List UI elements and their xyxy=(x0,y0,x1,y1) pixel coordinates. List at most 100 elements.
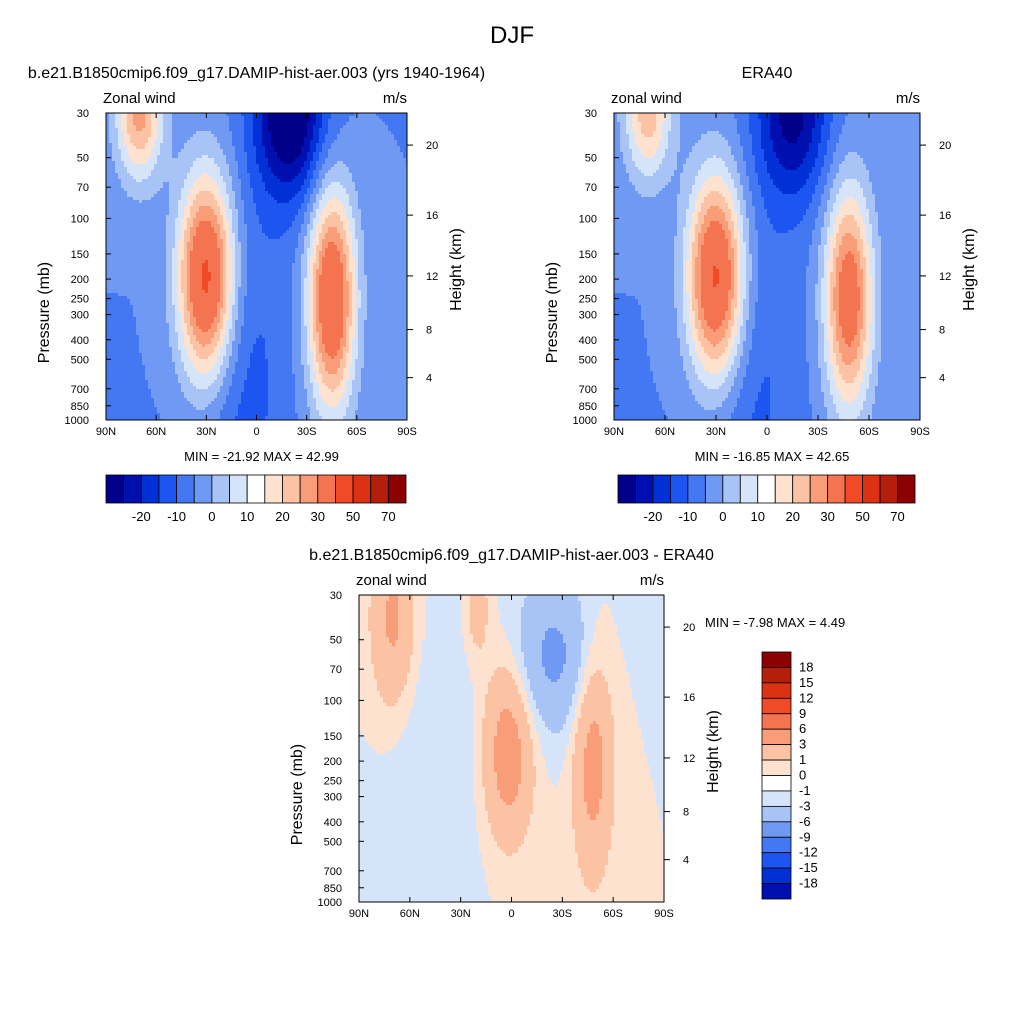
contour-cell xyxy=(115,248,119,252)
contour-cell xyxy=(370,164,374,168)
contour-cell xyxy=(292,134,296,138)
contour-cell xyxy=(121,218,125,222)
contour-cell xyxy=(334,203,338,207)
contour-cell xyxy=(370,206,374,210)
contour-cell xyxy=(334,131,338,135)
contour-cell xyxy=(154,212,158,216)
contour-cell xyxy=(277,167,281,171)
contour-cell xyxy=(172,116,176,120)
contour-cell xyxy=(256,191,260,195)
contour-cell xyxy=(217,161,221,165)
contour-cell xyxy=(232,236,236,240)
contour-cell xyxy=(283,125,287,129)
contour-cell xyxy=(262,251,266,255)
contour-cell xyxy=(358,206,362,210)
contour-cell xyxy=(115,242,119,246)
contour-cell xyxy=(352,206,356,210)
contour-cell xyxy=(340,137,344,141)
contour-cell xyxy=(379,137,383,141)
contour-cell xyxy=(244,173,248,177)
contour-cell xyxy=(130,137,134,141)
contour-cell xyxy=(361,185,365,189)
contour-cell xyxy=(379,182,383,186)
contour-cell xyxy=(304,149,308,153)
contour-cell xyxy=(199,131,203,135)
contour-cell xyxy=(121,260,125,264)
contour-cell xyxy=(289,218,293,222)
contour-cell xyxy=(154,206,158,210)
contour-cell xyxy=(280,140,284,144)
contour-cell xyxy=(178,176,182,180)
contour-cell xyxy=(262,203,266,207)
contour-cell xyxy=(403,212,407,216)
contour-cell xyxy=(190,164,194,168)
contour-cell xyxy=(295,128,299,132)
contour-cell xyxy=(262,137,266,141)
contour-cell xyxy=(352,245,356,249)
contour-cell xyxy=(202,254,206,258)
contour-cell xyxy=(301,182,305,186)
contour-cell xyxy=(310,143,314,147)
contour-cell xyxy=(184,182,188,186)
contour-cell xyxy=(238,149,242,153)
contour-cell xyxy=(307,239,311,243)
contour-cell xyxy=(241,197,245,201)
contour-cell xyxy=(136,239,140,243)
contour-cell xyxy=(181,215,185,219)
contour-cell xyxy=(184,167,188,171)
contour-cell xyxy=(121,167,125,171)
contour-cell xyxy=(322,236,326,240)
contour-cell xyxy=(364,245,368,249)
contour-cell xyxy=(322,227,326,231)
contour-cell xyxy=(190,131,194,135)
contour-cell xyxy=(403,167,407,171)
contour-cell xyxy=(151,251,155,255)
contour-cell xyxy=(316,194,320,198)
contour-cell xyxy=(118,227,122,231)
contour-cell xyxy=(292,221,296,225)
contour-cell xyxy=(166,116,170,120)
contour-cell xyxy=(211,191,215,195)
contour-cell xyxy=(292,167,296,171)
contour-cell xyxy=(364,215,368,219)
contour-cell xyxy=(373,155,377,159)
contour-cell xyxy=(376,239,380,243)
contour-cell xyxy=(151,179,155,183)
contour-cell xyxy=(253,137,257,141)
contour-cell xyxy=(199,173,203,177)
contour-cell xyxy=(112,164,116,168)
contour-cell xyxy=(112,209,116,213)
contour-cell xyxy=(241,200,245,204)
contour-cell xyxy=(289,200,293,204)
contour-cell xyxy=(313,188,317,192)
contour-cell xyxy=(151,185,155,189)
contour-cell xyxy=(196,146,200,150)
contour-cell xyxy=(133,128,137,132)
contour-cell xyxy=(226,176,230,180)
contour-cell xyxy=(367,248,371,252)
contour-cell xyxy=(271,224,275,228)
contour-cell xyxy=(283,113,287,117)
contour-cell xyxy=(376,197,380,201)
contour-cell xyxy=(289,143,293,147)
contour-cell xyxy=(208,134,212,138)
contour-cell xyxy=(211,176,215,180)
contour-cell xyxy=(364,155,368,159)
contour-cell xyxy=(136,254,140,258)
contour-cell xyxy=(196,125,200,129)
contour-cell xyxy=(220,209,224,213)
contour-cell xyxy=(169,146,173,150)
contour-cell xyxy=(181,239,185,243)
contour-cell xyxy=(367,194,371,198)
contour-cell xyxy=(187,131,191,135)
contour-cell xyxy=(280,122,284,126)
contour-cell xyxy=(310,194,314,198)
contour-cell xyxy=(295,170,299,174)
contour-cell xyxy=(361,242,365,246)
contour-cell xyxy=(301,200,305,204)
contour-cell xyxy=(358,245,362,249)
contour-cell xyxy=(163,113,167,117)
contour-cell xyxy=(142,191,146,195)
contour-cell xyxy=(271,197,275,201)
contour-cell xyxy=(235,143,239,147)
